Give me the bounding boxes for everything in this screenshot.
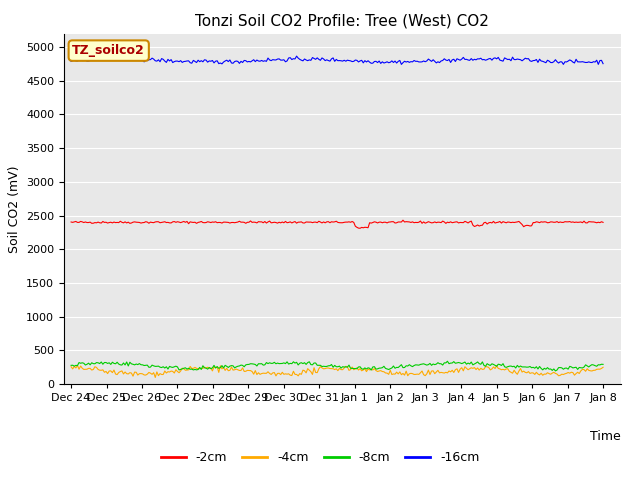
Title: Tonzi Soil CO2 Profile: Tree (West) CO2: Tonzi Soil CO2 Profile: Tree (West) CO2 — [195, 13, 490, 28]
Y-axis label: Soil CO2 (mV): Soil CO2 (mV) — [8, 165, 20, 252]
Legend: -2cm, -4cm, -8cm, -16cm: -2cm, -4cm, -8cm, -16cm — [156, 446, 484, 469]
Text: Time: Time — [590, 430, 621, 443]
Text: TZ_soilco2: TZ_soilco2 — [72, 44, 145, 57]
